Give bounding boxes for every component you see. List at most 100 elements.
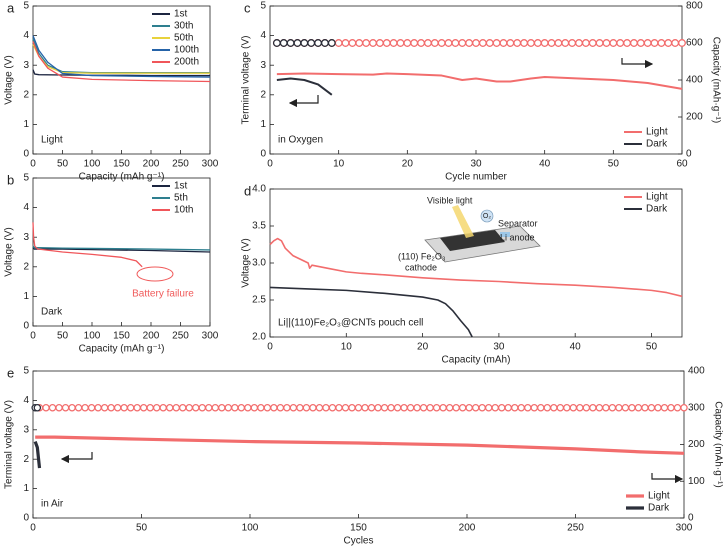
capacity-point bbox=[369, 39, 377, 47]
capacity-point bbox=[302, 403, 311, 412]
capacity-point bbox=[100, 403, 109, 412]
capacity-point bbox=[609, 39, 618, 47]
y-tick-label: 3 bbox=[23, 424, 29, 435]
capacity-point bbox=[244, 403, 252, 412]
capacity-point bbox=[458, 403, 467, 412]
capacity-point bbox=[406, 403, 415, 412]
capacity-point bbox=[307, 39, 316, 47]
capacity-point bbox=[524, 403, 532, 412]
x-tick-label: 250 bbox=[567, 523, 584, 534]
capacity-point bbox=[664, 39, 673, 47]
x-tick-label: 50 bbox=[136, 523, 148, 534]
axis-arrow bbox=[60, 452, 93, 464]
capacity-point bbox=[33, 403, 42, 412]
capacity-point bbox=[426, 403, 434, 412]
legend-label: Light bbox=[646, 127, 668, 138]
capacity-point bbox=[526, 39, 535, 47]
series-line bbox=[32, 247, 211, 253]
capacity-point bbox=[550, 403, 558, 412]
capacity-point bbox=[439, 403, 447, 412]
capacity-point bbox=[647, 403, 656, 412]
capacity-point bbox=[484, 403, 493, 412]
capacity-point bbox=[458, 39, 467, 47]
capacity-point bbox=[410, 39, 419, 47]
legend-label: 1st bbox=[174, 9, 188, 20]
capacity-point bbox=[641, 403, 649, 412]
capacity-point bbox=[374, 403, 382, 412]
capacity-point bbox=[250, 403, 259, 412]
capacity-point bbox=[629, 39, 638, 47]
x-tick-label: 200 bbox=[143, 159, 160, 170]
legend-label: 10th bbox=[174, 205, 193, 216]
capacity-point bbox=[576, 403, 584, 412]
x-tick-label: 0 bbox=[267, 342, 273, 353]
legend-label: 1st bbox=[174, 181, 188, 192]
series-line bbox=[32, 35, 211, 78]
x-tick-label: 100 bbox=[84, 159, 101, 170]
panel-letter: b bbox=[7, 172, 14, 187]
axis-arrow bbox=[288, 95, 319, 108]
capacity-point bbox=[628, 403, 636, 412]
capacity-point bbox=[403, 39, 412, 47]
capacity-point bbox=[400, 403, 408, 412]
capacity-point bbox=[445, 403, 454, 412]
legend-label: 200th bbox=[174, 57, 199, 68]
x-tick-label: 30 bbox=[470, 159, 482, 170]
light-beam bbox=[452, 205, 474, 238]
capacity-point bbox=[423, 39, 432, 47]
capacity-point bbox=[671, 39, 680, 47]
capacity-point bbox=[478, 403, 486, 412]
capacity-point bbox=[327, 39, 336, 47]
y-tick-label: 5 bbox=[23, 366, 29, 377]
series-line bbox=[35, 435, 685, 455]
capacity-point bbox=[237, 403, 246, 412]
inset-diagram: Visible light O₂ Separator Li anode (110… bbox=[398, 195, 541, 272]
capacity-point bbox=[272, 39, 281, 47]
capacity-point bbox=[608, 403, 617, 412]
capacity-point bbox=[660, 403, 669, 412]
capacity-point bbox=[341, 403, 350, 412]
y-tick-label: 2 bbox=[23, 89, 29, 100]
capacity-point bbox=[530, 403, 539, 412]
capacity-point bbox=[430, 39, 439, 47]
x-tick-label: 0 bbox=[30, 159, 36, 170]
y-tick-label: 5 bbox=[23, 1, 29, 12]
capacity-point bbox=[517, 403, 526, 412]
x-axis-label: Capacity (mAh g⁻¹) bbox=[79, 344, 165, 355]
inset-label: Li anode bbox=[500, 232, 535, 242]
capacity-point bbox=[602, 403, 610, 412]
capacity-point bbox=[293, 39, 302, 47]
y2-axis-label: Capacity (mAh·g⁻¹) bbox=[712, 401, 723, 487]
capacity-point bbox=[146, 403, 154, 412]
x-tick-label: 50 bbox=[646, 342, 658, 353]
x-tick-label: 150 bbox=[113, 331, 130, 342]
capacity-point bbox=[382, 39, 391, 47]
capacity-point bbox=[361, 403, 369, 412]
capacity-point bbox=[224, 403, 233, 412]
capacity-point bbox=[595, 39, 604, 47]
x-tick-label: 30 bbox=[493, 342, 505, 353]
y-tick-label: 4 bbox=[23, 30, 29, 41]
capacity-point bbox=[348, 39, 357, 47]
y-tick-label: 0 bbox=[260, 149, 266, 160]
capacity-point bbox=[139, 403, 148, 412]
capacity-point bbox=[657, 39, 666, 47]
y-tick-label: 0 bbox=[23, 513, 29, 524]
legend-label: Light bbox=[648, 491, 670, 502]
legend-label: Dark bbox=[646, 139, 668, 150]
capacity-point bbox=[380, 403, 389, 412]
y-axis-label: Voltage (V) bbox=[4, 227, 15, 276]
capacity-point bbox=[616, 39, 625, 47]
capacity-point bbox=[506, 39, 515, 47]
x-tick-label: 100 bbox=[242, 523, 259, 534]
capacity-point bbox=[492, 39, 501, 47]
x-axis-label: Capacity (mAh g⁻¹) bbox=[79, 172, 165, 183]
capacity-point bbox=[589, 403, 597, 412]
capacity-point bbox=[320, 39, 329, 47]
capacity-point bbox=[81, 403, 89, 412]
x-tick-label: 10 bbox=[341, 342, 353, 353]
x-tick-label: 250 bbox=[172, 159, 189, 170]
y-tick-label: 3 bbox=[23, 232, 29, 243]
capacity-point bbox=[615, 403, 623, 412]
capacity-point bbox=[172, 403, 180, 412]
